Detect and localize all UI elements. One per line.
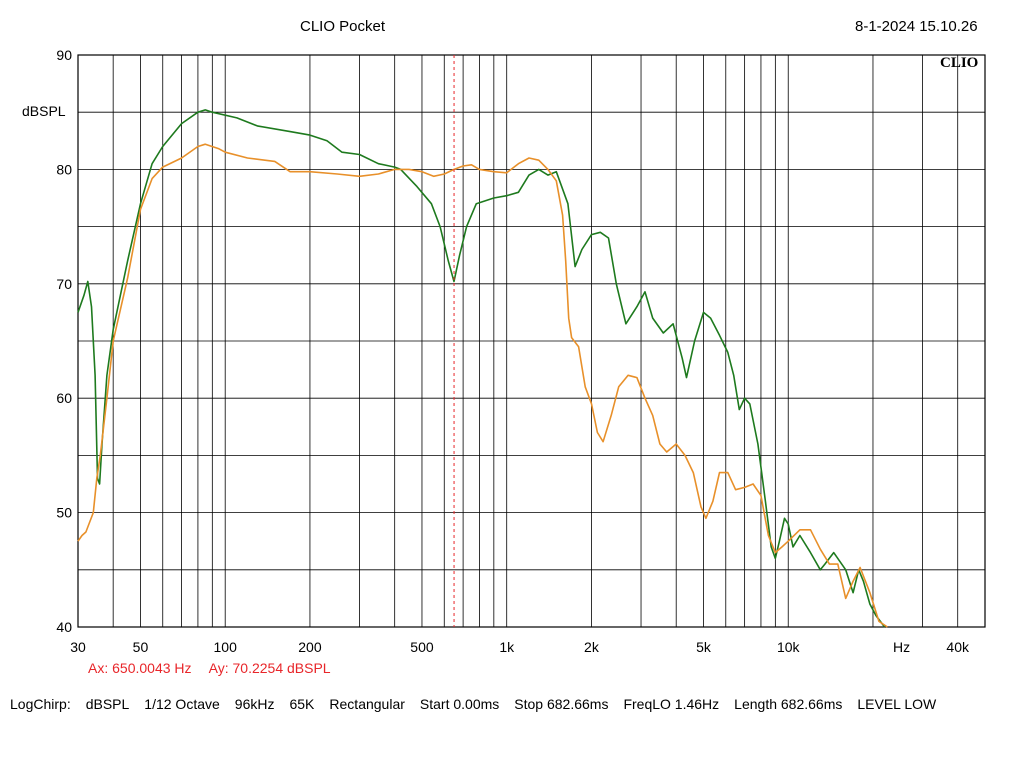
cursor-x-value: Ax: 650.0043 Hz	[88, 660, 192, 676]
settings-item: 1/12 Octave	[144, 696, 220, 712]
y-tick-label: 40	[56, 619, 72, 635]
clio-logo: CLIO	[940, 55, 978, 71]
chart-grid	[78, 55, 985, 627]
series-line-1	[77, 109, 886, 628]
settings-item: dBSPL	[85, 696, 130, 712]
x-tick-label: 500	[410, 639, 434, 655]
x-tick-label: 5k	[696, 639, 712, 655]
settings-item: 65K	[289, 696, 315, 712]
y-tick-label: 70	[56, 276, 72, 292]
y-axis-label: dBSPL	[22, 103, 66, 119]
cursor-y-value: Ay: 70.2254 dBSPL	[208, 660, 331, 676]
settings-item: 96kHz	[234, 696, 275, 712]
x-tick-label: 50	[133, 639, 149, 655]
settings-item: Stop 682.66ms	[514, 696, 609, 712]
settings-item: Start 0.00ms	[419, 696, 500, 712]
x-tick-label: 40k	[946, 639, 970, 655]
series-line-2	[77, 143, 888, 628]
x-axis-unit: Hz	[893, 639, 910, 655]
y-tick-label: 60	[56, 390, 72, 406]
x-tick-label: 1k	[499, 639, 515, 655]
app-title: CLIO Pocket	[300, 18, 386, 35]
y-tick-label: 50	[56, 505, 72, 521]
settings-item: Length 682.66ms	[734, 696, 843, 712]
x-tick-label: 200	[298, 639, 322, 655]
settings-item: LogChirp:	[10, 696, 71, 712]
x-tick-label: 30	[70, 639, 86, 655]
cursor-readout: Ax: 650.0043 Hz Ay: 70.2254 dBSPL	[88, 660, 345, 676]
x-tick-label: 100	[214, 639, 238, 655]
y-tick-label: 80	[56, 161, 72, 177]
y-tick-label: 90	[56, 47, 72, 63]
settings-item: Rectangular	[329, 696, 405, 712]
measurement-settings-bar: LogChirp: dBSPL 1/12 Octave 96kHz 65K Rectang…	[10, 696, 1020, 712]
plot-frame	[77, 54, 986, 628]
settings-item: LEVEL LOW	[857, 696, 937, 712]
settings-item: FreqLO 1.46Hz	[623, 696, 720, 712]
chart-series	[77, 109, 888, 628]
x-tick-label: 2k	[584, 639, 600, 655]
axis-labels: 30 50 100 200 500 1k 2k 5k 10k 40k 90 80 70 60 50 40	[56, 47, 970, 655]
x-tick-label: 10k	[777, 639, 801, 655]
measurement-timestamp: 8-1-2024 15.10.26	[855, 18, 978, 35]
